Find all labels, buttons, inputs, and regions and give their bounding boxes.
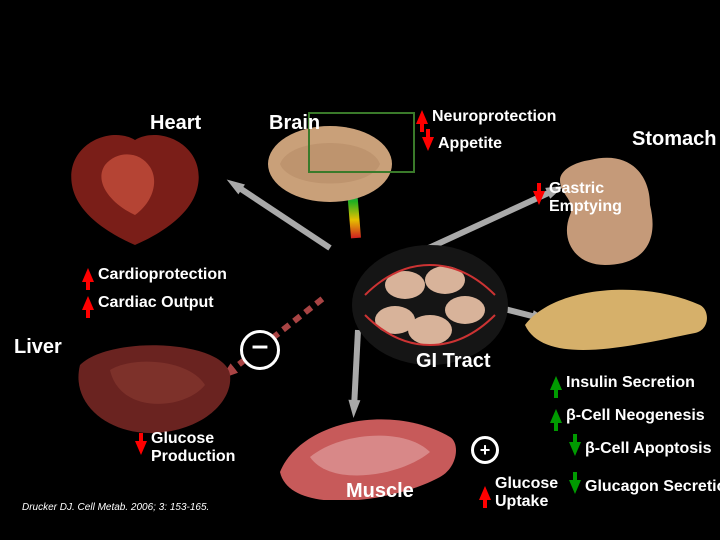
heart-label: Heart [150,112,201,135]
effect-text: Appetite [438,135,502,153]
heart-image [60,130,210,250]
brain-label: Brain [269,112,320,135]
effect-text: GlucoseUptake [495,475,558,510]
title-line3: Target Tissues [0,78,720,114]
title-line2: Incretin Actions on Different [0,42,720,78]
effect-text: β-Cell Neogenesis [566,407,705,425]
effect-insulin_secretion: Insulin Secretion [550,374,695,392]
arrow-down-icon [569,480,581,494]
title-line1: Summary of Pharmacologic [0,6,720,42]
arrow-up-icon [416,110,428,124]
effect-glucose_production: GlucoseProduction [135,430,235,465]
arrow-up-icon [550,409,562,423]
effect-glucose_uptake: GlucoseUptake [479,475,558,510]
liver-label: Liver [14,336,62,359]
effect-bcell_neogenesis: β-Cell Neogenesis [550,407,705,425]
arrow-up-icon [82,268,94,282]
citation: Drucker DJ. Cell Metab. 2006; 3: 153-165… [22,502,209,513]
effect-cardiac_output: Cardiac Output [82,294,214,312]
effect-text: GastricEmptying [549,180,622,215]
pancreas-image [520,280,710,360]
arrow-up-icon [479,486,491,500]
effect-glucagon_secretion: Glucagon Secretion [569,478,720,496]
arrow-up-icon [550,376,562,390]
plus-symbol: + [471,436,499,464]
arrow-down-icon [135,441,147,455]
effect-text: GlucoseProduction [151,430,235,465]
arrow-up-icon [82,296,94,310]
slide-title: Summary of Pharmacologic Incretin Action… [0,6,720,113]
arrow-down-icon [569,442,581,456]
effect-cardioprotection: Cardioprotection [82,266,227,284]
effect-gastric_emptying: GastricEmptying [533,180,622,215]
effect-text: Cardiac Output [98,294,214,312]
effect-text: β-Cell Apoptosis [585,440,712,458]
effect-text: Glucagon Secretion [585,478,720,496]
gi-label: GI Tract [416,350,490,373]
slide-stage: Summary of Pharmacologic Incretin Action… [0,0,720,540]
effect-text: Neuroprotection [432,108,556,126]
brain-highlight-box [308,112,415,173]
arrow-down-icon [422,137,434,151]
effect-text: Insulin Secretion [566,374,695,392]
effect-neuroprotection: Neuroprotection [416,108,556,126]
liver-image [75,340,235,440]
effect-bcell_apoptosis: β-Cell Apoptosis [569,440,712,458]
arrow-down-icon [533,191,545,205]
effect-appetite: Appetite [422,135,502,153]
stomach-label: Stomach [632,128,716,151]
minus-symbol: – [240,330,280,370]
muscle-label: Muscle [346,480,414,503]
effect-text: Cardioprotection [98,266,227,284]
